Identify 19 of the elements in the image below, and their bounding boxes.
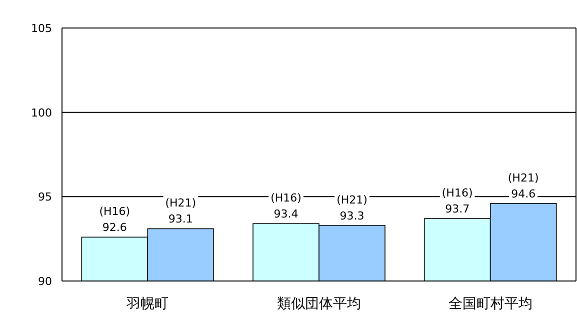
y-tick-label: 95	[38, 190, 52, 204]
data-label: 92.6	[102, 221, 127, 234]
series-label: (H21)	[165, 196, 196, 210]
series-label: (H16)	[99, 205, 130, 218]
data-label: 93.4	[274, 208, 298, 221]
y-tick-label: 90	[38, 275, 52, 288]
text: (H16)	[270, 192, 302, 205]
data-label: 94.6	[511, 187, 536, 200]
y-tick-label: 105	[31, 22, 52, 35]
x-tick-label: 類似団体平均	[277, 296, 361, 312]
text: (H16)	[442, 186, 473, 200]
data-label: 93.7	[445, 202, 470, 216]
y-tick-label: 100	[31, 106, 52, 120]
text: (H21)	[336, 193, 368, 206]
text: (H21)	[508, 171, 539, 184]
data-label: 93.1	[168, 212, 193, 226]
x-tick-label: 羽幌町	[126, 296, 169, 312]
data-label: 93.3	[340, 209, 364, 222]
x-tick-label: 全国町村平均	[448, 296, 532, 312]
